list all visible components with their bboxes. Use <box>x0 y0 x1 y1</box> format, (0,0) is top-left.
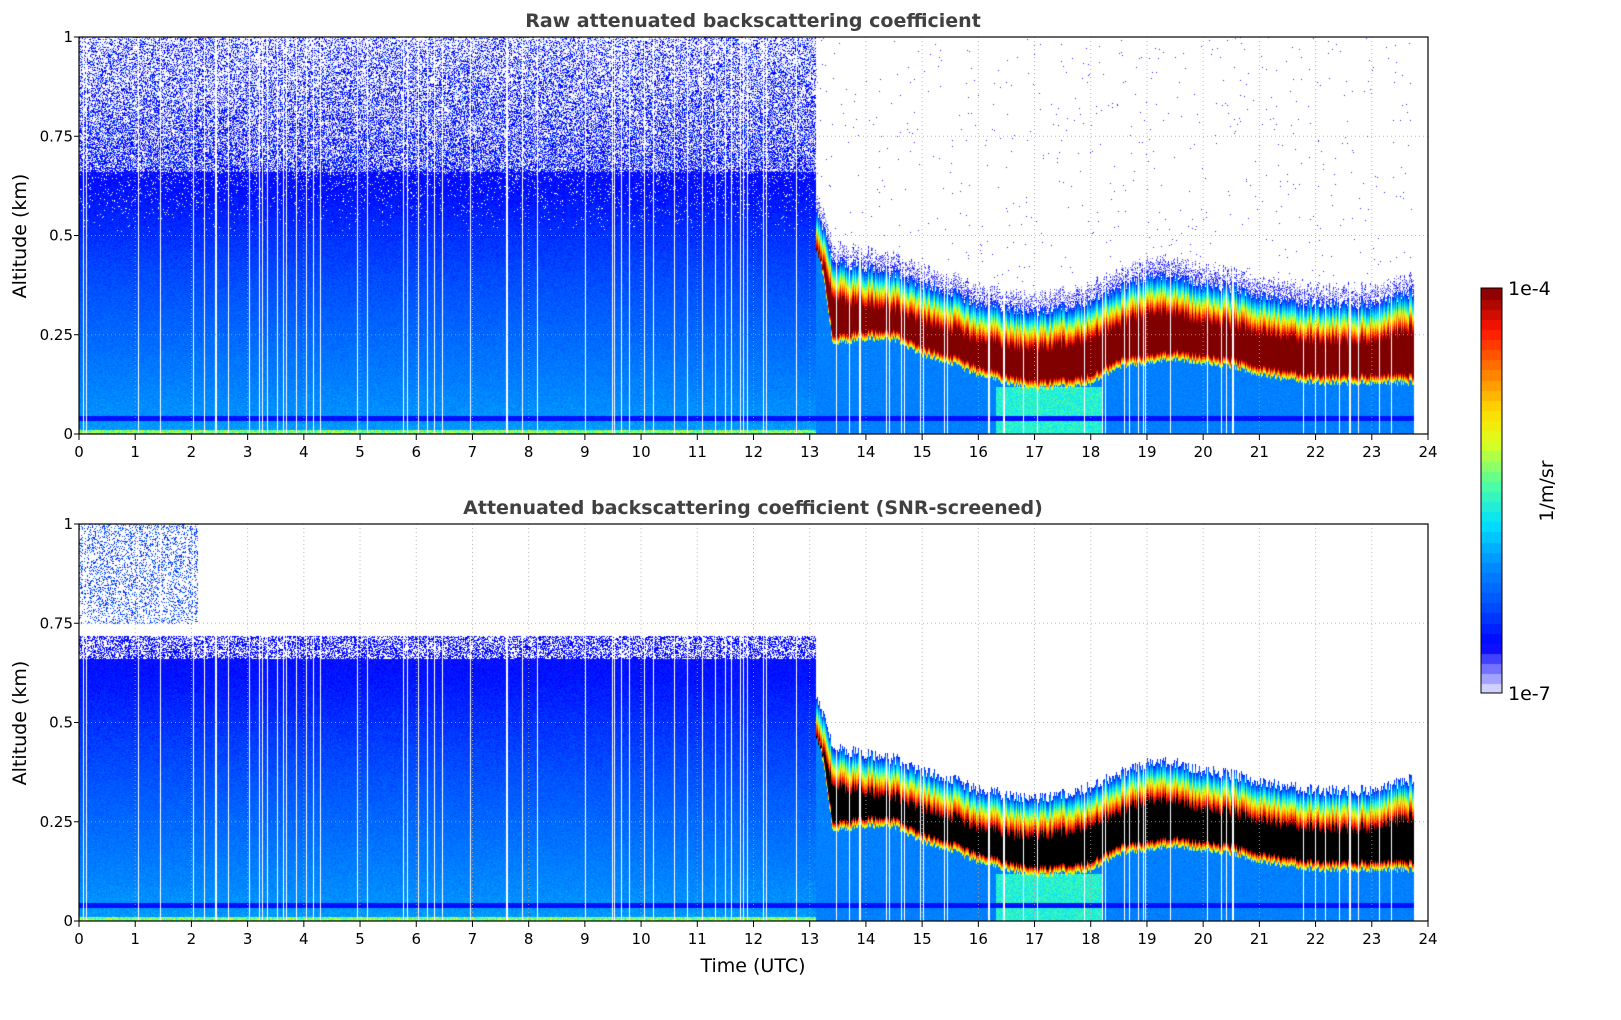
x-tick-label: 1 <box>130 443 140 461</box>
x-tick-label: 21 <box>1250 930 1269 948</box>
colorbar-min-label: 1e-7 <box>1508 683 1551 705</box>
x-tick-label: 24 <box>1418 443 1437 461</box>
x-tick-label: 21 <box>1250 443 1269 461</box>
x-tick-label: 10 <box>632 443 651 461</box>
y-tick-label: 0 <box>63 425 73 443</box>
x-tick-label: 2 <box>187 930 197 948</box>
x-tick-label: 7 <box>468 930 478 948</box>
y-tick-label: 1 <box>63 515 73 533</box>
x-tick-label: 2 <box>187 443 197 461</box>
plot-frame <box>78 36 1429 435</box>
x-tick-label: 7 <box>468 443 478 461</box>
x-tick-label: 20 <box>1194 930 1213 948</box>
x-tick-label: 14 <box>856 443 875 461</box>
x-tick-label: 17 <box>1025 930 1044 948</box>
x-tick-label: 4 <box>299 930 309 948</box>
x-tick-label: 22 <box>1306 443 1325 461</box>
x-tick-label: 5 <box>355 930 365 948</box>
x-tick-label: 15 <box>913 930 932 948</box>
y-tick-label: 1 <box>63 28 73 46</box>
x-tick-label: 16 <box>969 443 988 461</box>
x-tick-label: 17 <box>1025 443 1044 461</box>
x-tick-label: 24 <box>1418 930 1437 948</box>
x-tick-label: 20 <box>1194 443 1213 461</box>
colorbar-max-label: 1e-4 <box>1508 278 1551 300</box>
x-tick-label: 11 <box>688 443 707 461</box>
x-tick-label: 8 <box>524 930 534 948</box>
x-tick-label: 12 <box>744 443 763 461</box>
y-tick-label: 0.75 <box>40 127 73 145</box>
top-y-axis-label: Altitude (km) <box>9 174 31 299</box>
bottom-y-axis-label: Altitude (km) <box>9 661 31 786</box>
y-tick-label: 0 <box>63 912 73 930</box>
x-tick-label: 11 <box>688 930 707 948</box>
x-tick-label: 6 <box>411 930 421 948</box>
plot-bottom-axes: 0 1 2 3 4 5 6 7 8 9 10 11 12 13 14 15 16 17 18 19 20 21 22 23 24… <box>40 515 1438 948</box>
x-tick-label: 18 <box>1081 930 1100 948</box>
x-tick-label: 18 <box>1081 443 1100 461</box>
x-tick-label: 0 <box>74 930 84 948</box>
x-tick-label: 9 <box>580 443 590 461</box>
x-tick-label: 16 <box>969 930 988 948</box>
x-tick-label: 10 <box>632 930 651 948</box>
x-tick-label: 13 <box>800 443 819 461</box>
colorbar-frame <box>1480 287 1503 694</box>
colorbar <box>1481 288 1502 693</box>
top-plot-title: Raw attenuated backscattering coefficien… <box>525 10 981 32</box>
bottom-plot-title: Attenuated backscattering coefficient (S… <box>463 497 1043 519</box>
x-tick-label: 12 <box>744 930 763 948</box>
y-tick-label: 0.25 <box>40 813 73 831</box>
x-tick-label: 3 <box>243 930 253 948</box>
y-tick-label: 0.5 <box>49 714 73 732</box>
y-tick-label: 0.25 <box>40 326 73 344</box>
x-tick-label: 4 <box>299 443 309 461</box>
x-tick-label: 1 <box>130 930 140 948</box>
colorbar-label: 1/m/sr <box>1536 460 1558 521</box>
x-tick-label: 19 <box>1137 930 1156 948</box>
x-tick-label: 0 <box>74 443 84 461</box>
x-tick-label: 23 <box>1362 930 1381 948</box>
y-tick-label: 0.5 <box>49 227 73 245</box>
y-tick-label: 0.75 <box>40 614 73 632</box>
x-tick-label: 6 <box>411 443 421 461</box>
x-tick-label: 8 <box>524 443 534 461</box>
x-tick-label: 19 <box>1137 443 1156 461</box>
x-tick-label: 5 <box>355 443 365 461</box>
plot-top-axes: 0 1 2 3 4 5 6 7 8 9 10 11 12 13 14 15 16 17 18 19 20 21 22 23 24… <box>40 28 1438 461</box>
x-tick-label: 14 <box>856 930 875 948</box>
x-axis-label: Time (UTC) <box>699 955 805 977</box>
plot-frame <box>78 523 1429 922</box>
x-tick-label: 9 <box>580 930 590 948</box>
x-tick-label: 15 <box>913 443 932 461</box>
x-tick-label: 13 <box>800 930 819 948</box>
x-tick-label: 3 <box>243 443 253 461</box>
x-tick-label: 22 <box>1306 930 1325 948</box>
x-tick-label: 23 <box>1362 443 1381 461</box>
